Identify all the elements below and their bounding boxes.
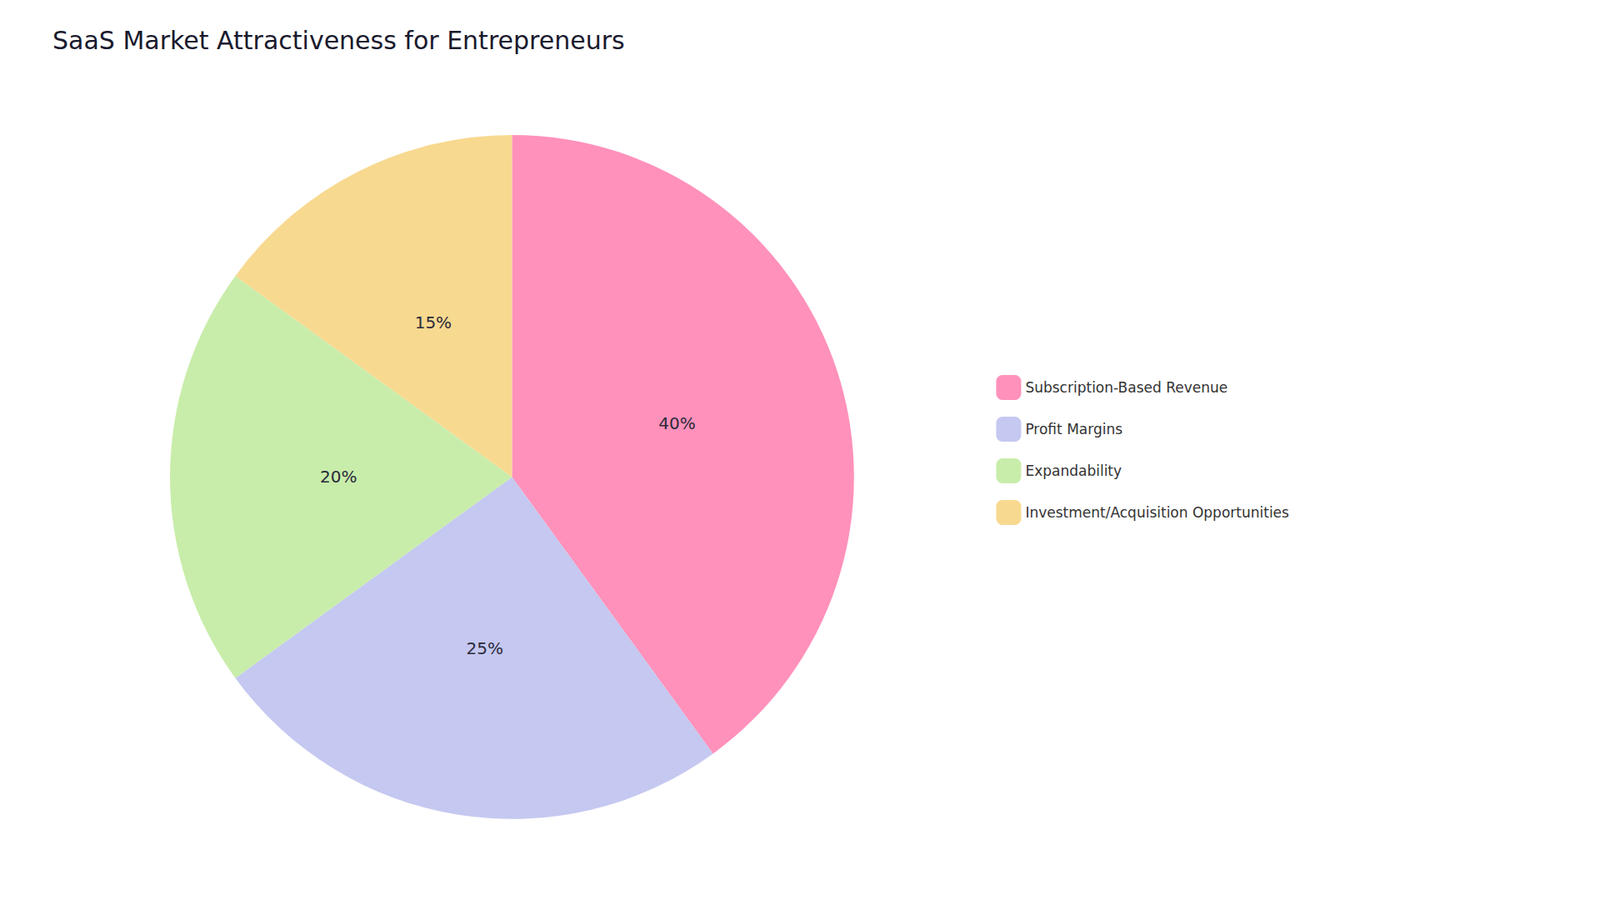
svg-text:25%: 25%: [466, 638, 504, 659]
svg-text:Expandability: Expandability: [1025, 462, 1122, 480]
svg-text:40%: 40%: [658, 413, 695, 434]
svg-text:Profit Margins: Profit Margins: [1025, 420, 1123, 438]
svg-text:20%: 20%: [320, 466, 357, 487]
svg-text:15%: 15%: [415, 312, 452, 333]
svg-text:SaaS Market Attractiveness for: SaaS Market Attractiveness for Entrepren…: [52, 25, 625, 55]
svg-text:Subscription-Based Revenue: Subscription-Based Revenue: [1025, 379, 1228, 396]
svg-text:Investment/Acquisition Opportu: Investment/Acquisition Opportunities: [1025, 504, 1290, 521]
